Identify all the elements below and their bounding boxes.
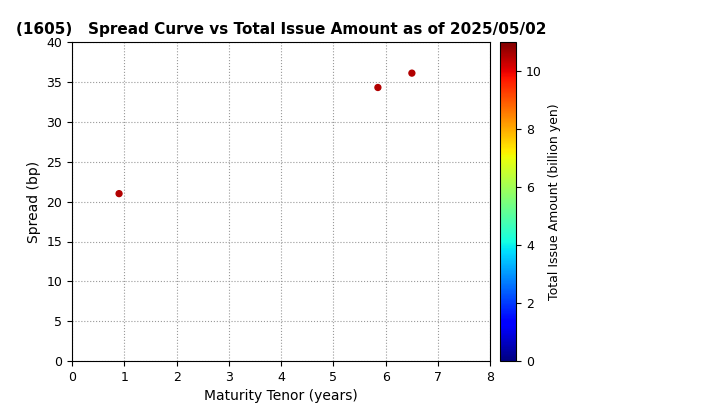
X-axis label: Maturity Tenor (years): Maturity Tenor (years)	[204, 389, 358, 404]
Y-axis label: Spread (bp): Spread (bp)	[27, 160, 41, 243]
Point	[372, 84, 384, 91]
Title: (1605)   Spread Curve vs Total Issue Amount as of 2025/05/02: (1605) Spread Curve vs Total Issue Amoun…	[16, 22, 546, 37]
Point	[113, 190, 125, 197]
Y-axis label: Total Issue Amount (billion yen): Total Issue Amount (billion yen)	[547, 103, 560, 300]
Point	[406, 70, 418, 76]
